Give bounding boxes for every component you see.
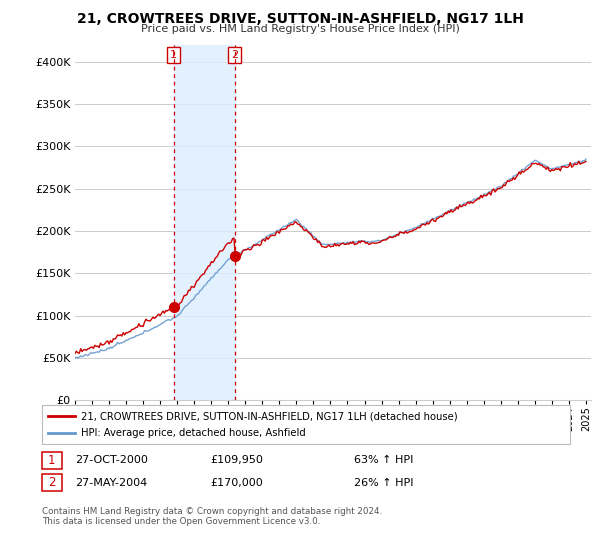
Text: £170,000: £170,000 [210,478,263,488]
Text: 27-OCT-2000: 27-OCT-2000 [75,455,148,465]
Text: 1: 1 [170,50,177,60]
Text: 1: 1 [48,454,56,467]
Bar [174,45,235,400]
Text: £109,950: £109,950 [210,455,263,465]
Text: Price paid vs. HM Land Registry's House Price Index (HPI): Price paid vs. HM Land Registry's House … [140,24,460,34]
Text: 2: 2 [231,50,238,60]
Text: HPI: Average price, detached house, Ashfield: HPI: Average price, detached house, Ashf… [81,428,306,438]
Text: 21, CROWTREES DRIVE, SUTTON-IN-ASHFIELD, NG17 1LH: 21, CROWTREES DRIVE, SUTTON-IN-ASHFIELD,… [77,12,523,26]
Text: 26% ↑ HPI: 26% ↑ HPI [354,478,413,488]
Text: 21, CROWTREES DRIVE, SUTTON-IN-ASHFIELD, NG17 1LH (detached house): 21, CROWTREES DRIVE, SUTTON-IN-ASHFIELD,… [81,411,458,421]
Text: 2: 2 [48,476,56,489]
Text: 63% ↑ HPI: 63% ↑ HPI [354,455,413,465]
Text: 27-MAY-2004: 27-MAY-2004 [75,478,147,488]
Text: Contains HM Land Registry data © Crown copyright and database right 2024.
This d: Contains HM Land Registry data © Crown c… [42,507,382,526]
